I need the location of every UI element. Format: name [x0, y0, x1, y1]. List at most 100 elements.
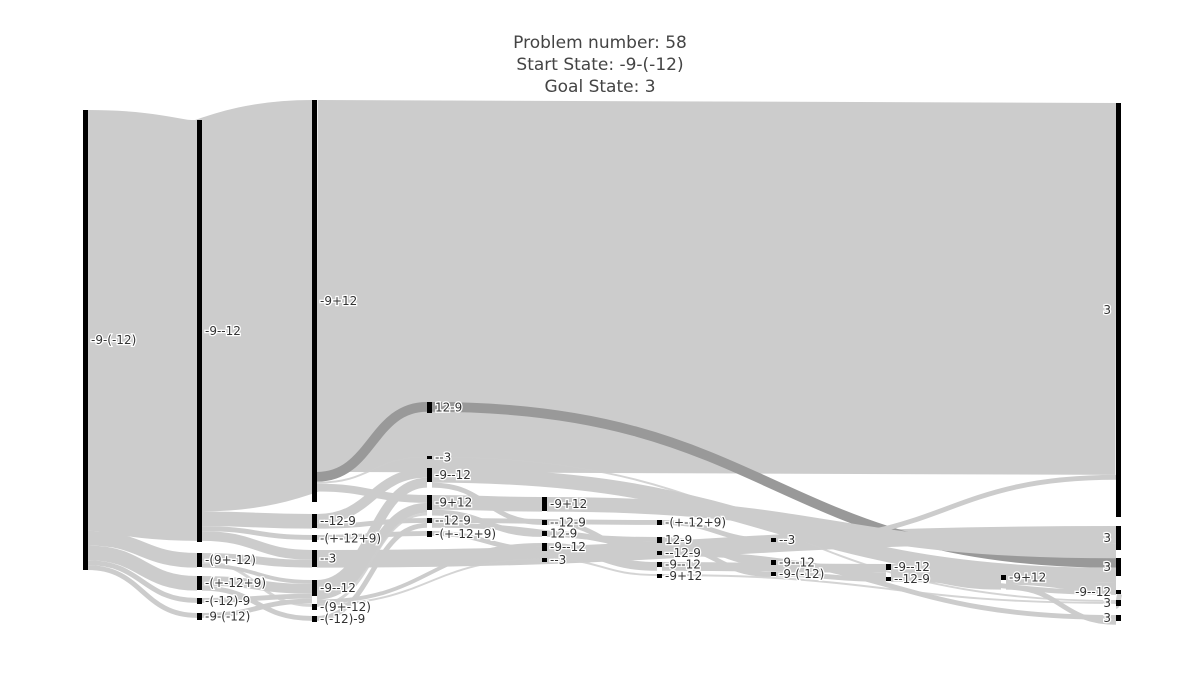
- sankey-link: [775, 474, 1117, 543]
- sankey-node[interactable]: [197, 553, 202, 567]
- node-label: -9-(-12): [779, 567, 824, 581]
- sankey-node[interactable]: [1116, 558, 1121, 576]
- sankey-node[interactable]: [83, 110, 88, 570]
- sankey-link: [201, 511, 313, 529]
- labels-layer: -9-(-12)-9--12-(9+-12)-(+-12+9)-(-12)-9-…: [90, 293, 1113, 628]
- sankey-link: [201, 593, 313, 603]
- node-label: -9-(-12): [91, 333, 136, 347]
- sankey-node[interactable]: [771, 538, 776, 542]
- node-label: -(+-12+9): [320, 532, 381, 546]
- sankey-link: [431, 509, 543, 537]
- sankey-node[interactable]: [1116, 600, 1121, 606]
- sankey-node[interactable]: [1116, 615, 1121, 621]
- sankey-node[interactable]: [312, 100, 317, 502]
- sankey-link: [546, 558, 658, 576]
- node-label: 12-9: [665, 533, 692, 547]
- node-label: -(9+-12): [320, 600, 371, 614]
- sankey-link: [431, 531, 543, 552]
- sankey-link: [316, 502, 428, 600]
- sankey-node[interactable]: [427, 456, 432, 459]
- sankey-node[interactable]: [197, 613, 202, 620]
- sankey-link: [661, 574, 1117, 604]
- sankey-node[interactable]: [427, 402, 432, 413]
- node-label: 3: [1103, 303, 1111, 317]
- sankey-node[interactable]: [886, 564, 891, 570]
- sankey-node[interactable]: [657, 520, 662, 525]
- sankey-link: [201, 585, 313, 621]
- sankey-link: [1005, 584, 1117, 625]
- sankey-link: [316, 522, 428, 621]
- sankey-link: [183, 100, 331, 512]
- sankey-node[interactable]: [771, 572, 776, 576]
- sankey-node[interactable]: [542, 531, 547, 536]
- sankey-node[interactable]: [657, 574, 662, 578]
- sankey-node[interactable]: [542, 497, 547, 511]
- sankey-link: [661, 536, 772, 566]
- sankey-link: [546, 542, 658, 571]
- node-label: 12-9: [550, 527, 577, 541]
- sankey-node[interactable]: [312, 550, 317, 567]
- sankey-node[interactable]: [427, 495, 432, 510]
- sankey-node[interactable]: [1116, 590, 1121, 594]
- sankey-node[interactable]: [1116, 526, 1121, 550]
- node-label: -9--12: [779, 556, 815, 570]
- sankey-node[interactable]: [427, 531, 432, 537]
- sankey-node[interactable]: [197, 120, 202, 542]
- sankey-node[interactable]: [312, 514, 317, 528]
- sankey-node[interactable]: [657, 551, 662, 555]
- sankey-node[interactable]: [657, 562, 662, 567]
- node-label: --12-9: [550, 516, 586, 530]
- node-label: --12-9: [894, 572, 930, 586]
- sankey-node[interactable]: [312, 616, 317, 622]
- sankey-link: [546, 530, 658, 548]
- node-label: --3: [320, 552, 336, 566]
- sankey-link: [661, 520, 772, 543]
- sankey-node[interactable]: [312, 604, 317, 610]
- chart-title: Problem number: 58 Start State: -9-(-12)…: [0, 32, 1200, 98]
- sankey-link: [316, 477, 428, 590]
- sankey-link: [316, 512, 428, 607]
- node-label: -9--12: [665, 558, 701, 572]
- node-label: --12-9: [665, 546, 701, 560]
- sankey-node[interactable]: [312, 535, 317, 542]
- sankey-link: [316, 518, 428, 529]
- node-label: -9+12: [665, 569, 702, 583]
- sankey-node[interactable]: [542, 558, 547, 562]
- node-label: 3: [1103, 531, 1111, 545]
- sankey-link: [87, 560, 198, 603]
- sankey-node[interactable]: [197, 576, 202, 590]
- node-label: --3: [779, 533, 795, 547]
- node-label: --12-9: [435, 514, 471, 528]
- sankey-link: [87, 565, 198, 618]
- sankey-link: [87, 530, 198, 568]
- title-start-state: Start State: -9-(-12): [516, 55, 684, 75]
- sankey-link: [1005, 575, 1117, 593]
- node-label: -9+12: [1009, 571, 1046, 585]
- sankey-node[interactable]: [886, 577, 891, 581]
- sankey-link: [87, 545, 198, 591]
- sankey-node[interactable]: [312, 580, 317, 596]
- sankey-node[interactable]: [1001, 575, 1006, 580]
- sankey-node[interactable]: [427, 518, 432, 523]
- node-label: -9--12: [205, 324, 241, 338]
- node-label: -9-(-12): [205, 610, 250, 624]
- sankey-node[interactable]: [427, 468, 432, 482]
- sankey-node[interactable]: [542, 520, 547, 525]
- node-label: -9--12: [320, 581, 356, 595]
- sankey-link: [316, 468, 428, 524]
- node-label: -(-12)-9: [205, 594, 250, 608]
- node-label: -9+12: [320, 294, 357, 308]
- sankey-node[interactable]: [197, 598, 202, 604]
- sankey-node[interactable]: [1116, 103, 1121, 517]
- sankey-link: [201, 563, 313, 584]
- sankey-node[interactable]: [657, 537, 662, 543]
- node-label: --3: [435, 451, 451, 465]
- node-label: -(9+-12): [205, 553, 256, 567]
- sankey-link: [201, 531, 313, 560]
- sankey-link: [201, 553, 313, 568]
- node-label: 3: [1103, 560, 1111, 574]
- sankey-node[interactable]: [542, 543, 547, 551]
- sankey-node[interactable]: [771, 560, 776, 565]
- node-label: -(-12)-9: [320, 612, 365, 626]
